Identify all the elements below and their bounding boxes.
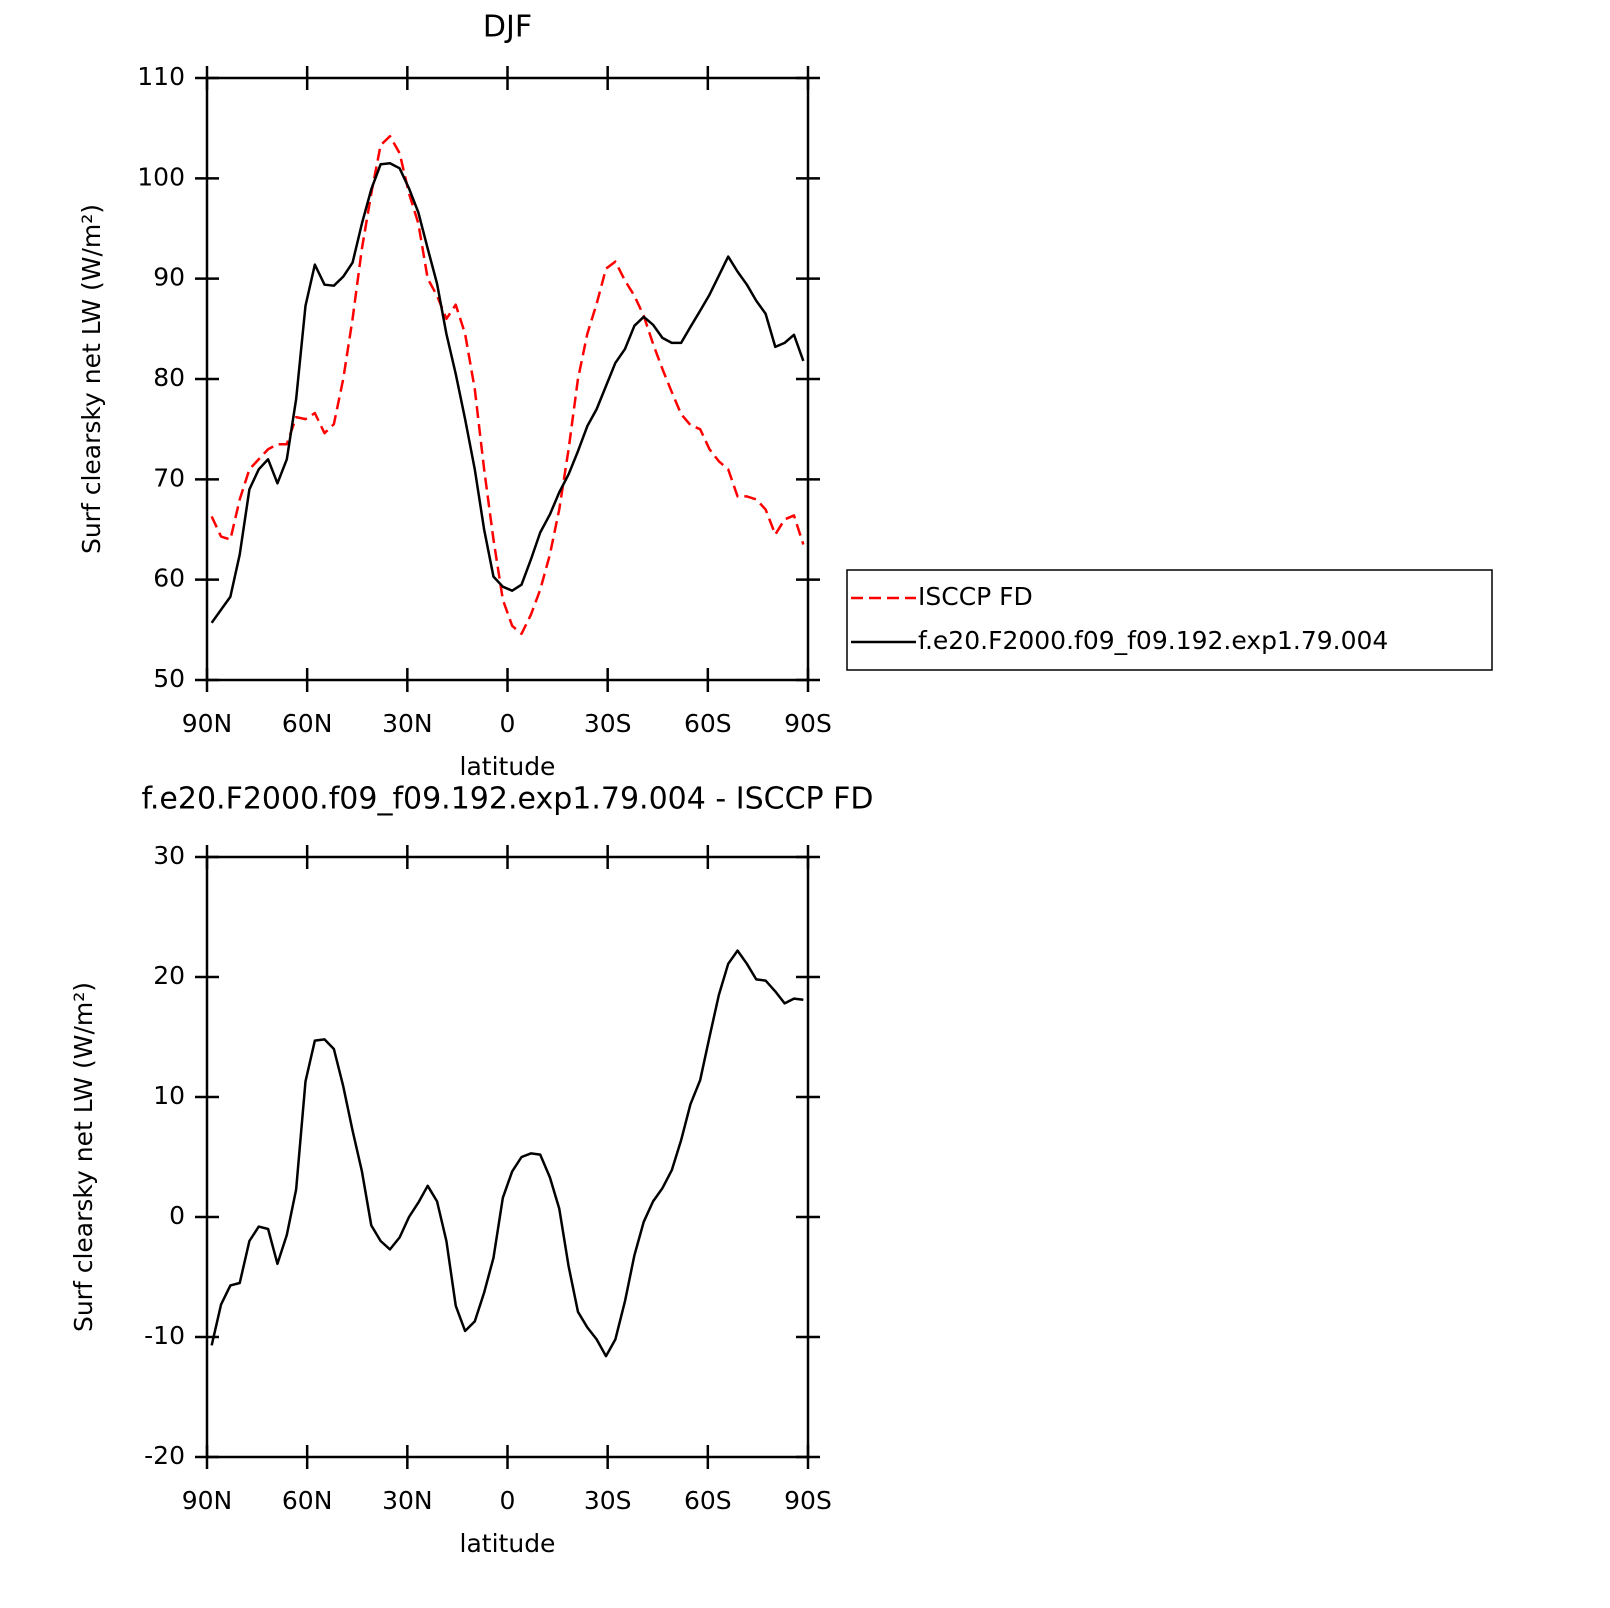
x-tick-label: 30S (584, 1486, 632, 1515)
y-axis-label: Surf clearsky net LW (W/m²) (77, 204, 106, 554)
x-axis-label: latitude (460, 752, 556, 781)
y-tick-label: 90 (153, 263, 185, 292)
y-tick-label: 60 (153, 564, 185, 593)
y-tick-label: 50 (153, 664, 185, 693)
y-tick-label: 80 (153, 363, 185, 392)
chart-title: f.e20.F2000.f09_f09.192.exp1.79.004 - IS… (141, 782, 873, 817)
y-tick-label: 100 (137, 162, 185, 191)
y-tick-label: 20 (153, 961, 185, 990)
y-tick-label: -20 (144, 1441, 185, 1470)
y-axis-label: Surf clearsky net LW (W/m²) (69, 982, 98, 1332)
y-tick-label: 110 (137, 62, 185, 91)
x-tick-label: 90S (784, 709, 832, 738)
x-tick-label: 30S (584, 709, 632, 738)
y-tick-label: 70 (153, 463, 185, 492)
data-line (210, 134, 805, 636)
y-tick-label: 10 (153, 1081, 185, 1110)
x-tick-label: 60S (684, 709, 732, 738)
x-tick-label: 0 (500, 709, 516, 738)
legend-label: ISCCP FD (918, 582, 1033, 611)
plot-frame (205, 76, 810, 682)
x-tick-label: 60N (282, 709, 333, 738)
chart-title: DJF (483, 10, 532, 45)
x-axis-label: latitude (460, 1529, 556, 1558)
data-line (210, 949, 804, 1358)
x-tick-label: 0 (500, 1486, 516, 1515)
x-tick-label: 90S (784, 1486, 832, 1515)
data-line (210, 162, 805, 624)
x-tick-label: 90N (182, 1486, 233, 1515)
legend-label: f.e20.F2000.f09_f09.192.exp1.79.004 (918, 626, 1388, 655)
legend-box (846, 569, 1493, 671)
y-tick-label: -10 (144, 1321, 185, 1350)
y-tick-label: 0 (169, 1201, 185, 1230)
x-tick-label: 30N (382, 709, 433, 738)
y-tick-label: 30 (153, 841, 185, 870)
x-tick-label: 60N (282, 1486, 333, 1515)
x-tick-label: 30N (382, 1486, 433, 1515)
x-tick-label: 90N (182, 709, 233, 738)
x-tick-label: 60S (684, 1486, 732, 1515)
plot-frame (205, 855, 810, 1459)
